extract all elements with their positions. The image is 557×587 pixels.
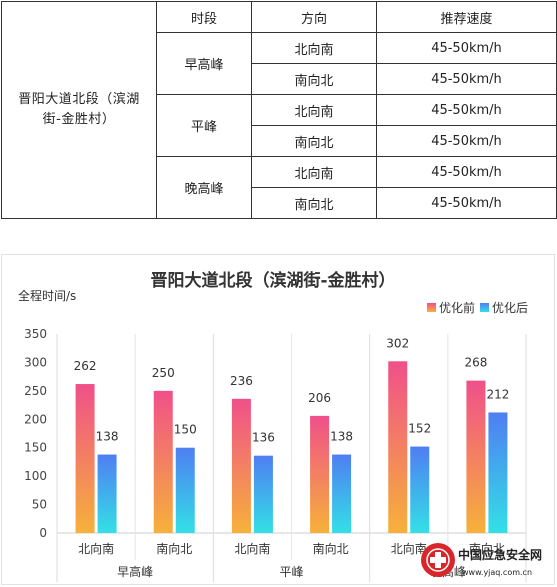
y-tick-label: 350: [24, 327, 47, 341]
bar-after: [175, 447, 195, 533]
data-label: 302: [386, 336, 409, 350]
speed-table: 晋阳大道北段（滨湖街-金胜村） 时段 方向 推荐速度 早高峰 北向南 45-50…: [1, 1, 557, 219]
y-tick-label: 300: [24, 355, 47, 369]
x-tick-label: 北向南: [78, 541, 114, 556]
data-label: 138: [330, 430, 353, 444]
chart-frame: [1, 254, 555, 585]
watermark-logo-ring: [426, 548, 450, 572]
chart-title: 晋阳大道北段（滨湖街-金胜村）: [150, 270, 395, 291]
legend-swatch: [480, 303, 489, 312]
bar-before: [153, 390, 173, 533]
watermark-logo-cross-h: [430, 557, 446, 563]
direction-cell: 北向南: [251, 156, 377, 188]
legend: 优化前 优化后: [427, 300, 528, 315]
header-speed: 推荐速度: [376, 1, 557, 33]
x-tick-label: 南向北: [156, 541, 192, 556]
speed-cell: 45-50km/h: [376, 125, 557, 157]
road-name: 晋阳大道北段（滨湖街-金胜村）: [18, 92, 140, 127]
y-tick-label: 150: [24, 441, 47, 455]
data-label: 152: [408, 422, 431, 436]
data-label: 206: [308, 391, 331, 405]
bar-after: [332, 454, 352, 533]
data-label: 268: [464, 356, 487, 370]
period-cell: 平峰: [156, 94, 252, 157]
x-tick-label: 南向北: [469, 541, 505, 556]
bar-after: [97, 454, 117, 533]
period-cell: 晚高峰: [156, 156, 252, 219]
period-cell: 早高峰: [156, 32, 252, 95]
header-direction: 方向: [251, 1, 377, 33]
direction-cell: 南向北: [251, 187, 377, 219]
speed-cell: 45-50km/h: [376, 156, 557, 188]
bar-before: [466, 380, 486, 533]
data-label: 136: [252, 431, 275, 445]
legend-label: 优化后: [492, 301, 528, 315]
speed-cell: 45-50km/h: [376, 187, 557, 219]
group-label: 平峰: [279, 565, 303, 579]
bar-before: [231, 398, 251, 533]
group-label: 早高峰: [117, 564, 153, 579]
bar-before: [75, 384, 95, 533]
y-tick-label: 100: [24, 469, 47, 483]
direction-cell: 南向北: [251, 63, 377, 95]
data-label: 262: [74, 359, 97, 373]
x-tick-label: 北向南: [391, 541, 427, 556]
y-axis-label: 全程时间/s: [18, 288, 76, 303]
bar-after: [488, 412, 508, 533]
bar-after: [410, 446, 430, 533]
data-label: 236: [230, 374, 253, 388]
watermark: 中国应急安全网 www.yjaq.com.cn: [421, 543, 542, 577]
header-period: 时段: [156, 1, 252, 33]
y-tick-label: 50: [32, 498, 47, 512]
data-label: 212: [486, 387, 509, 401]
speed-cell: 45-50km/h: [376, 94, 557, 126]
direction-cell: 北向南: [251, 94, 377, 126]
x-tick-label: 南向北: [313, 541, 349, 556]
watermark-url: www.yjaq.com.cn: [462, 568, 532, 577]
watermark-text: 中国应急安全网: [458, 547, 542, 562]
bar-after: [253, 455, 273, 533]
bar-before: [388, 361, 408, 533]
legend-swatch: [427, 303, 436, 312]
data-label: 150: [174, 423, 197, 437]
x-tick-label: 北向南: [234, 541, 270, 556]
road-name-cell: 晋阳大道北段（滨湖街-金胜村）: [1, 1, 157, 219]
speed-cell: 45-50km/h: [376, 32, 557, 64]
data-label: 250: [152, 366, 175, 380]
data-label: 138: [96, 430, 119, 444]
y-tick-label: 250: [24, 384, 47, 398]
plot-area: 0 50 100 150 200 250 300 350 262 250 236 206 302 268 1…: [24, 327, 527, 582]
y-tick-label: 200: [24, 412, 47, 426]
bar-before: [310, 415, 330, 533]
y-tick-label: 0: [39, 526, 47, 540]
legend-label: 优化前: [439, 300, 475, 315]
